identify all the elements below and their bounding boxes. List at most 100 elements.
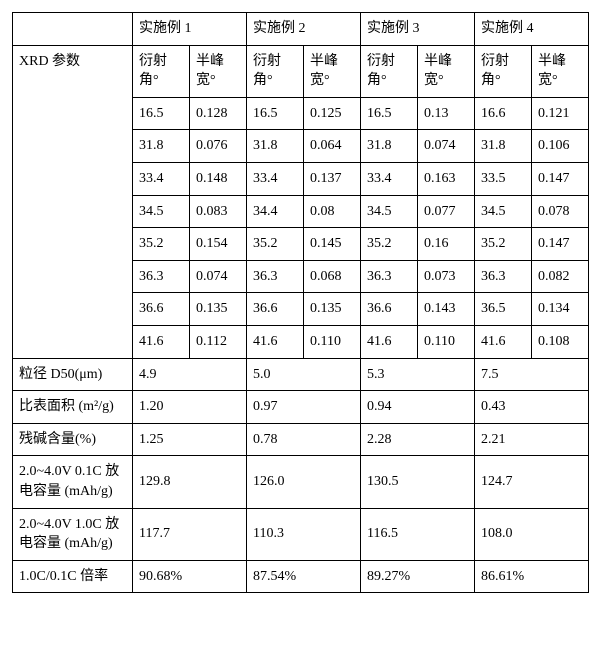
prop-label: 1.0C/0.1C 倍率: [13, 560, 133, 593]
prop-label: 残碱含量(%): [13, 423, 133, 456]
xrd-cell: 34.4: [247, 195, 304, 228]
xrd-cell: 0.134: [532, 293, 589, 326]
xrd-cell: 0.08: [304, 195, 361, 228]
xrd-cell: 0.13: [418, 97, 475, 130]
prop-value: 0.94: [361, 391, 475, 424]
header-group-3: 实施例 3: [361, 13, 475, 46]
xrd-cell: 36.3: [247, 260, 304, 293]
xrd-cell: 0.064: [304, 130, 361, 163]
prop-value: 5.3: [361, 358, 475, 391]
xrd-cell: 0.108: [532, 325, 589, 358]
xrd-cell: 0.068: [304, 260, 361, 293]
xrd-sub-angle-2: 衍射角°: [247, 45, 304, 97]
xrd-cell: 35.2: [361, 228, 418, 261]
xrd-cell: 0.137: [304, 162, 361, 195]
xrd-cell: 31.8: [361, 130, 418, 163]
xrd-cell: 0.154: [190, 228, 247, 261]
xrd-cell: 0.106: [532, 130, 589, 163]
xrd-cell: 33.5: [475, 162, 532, 195]
prop-value: 126.0: [247, 456, 361, 508]
xrd-cell: 16.6: [475, 97, 532, 130]
xrd-cell: 34.5: [133, 195, 190, 228]
xrd-cell: 0.077: [418, 195, 475, 228]
xrd-cell: 33.4: [133, 162, 190, 195]
prop-value: 5.0: [247, 358, 361, 391]
xrd-cell: 36.6: [361, 293, 418, 326]
xrd-subheader-row: XRD 参数 衍射角° 半峰宽° 衍射角° 半峰宽° 衍射角° 半峰宽° 衍射角…: [13, 45, 589, 97]
xrd-cell: 41.6: [247, 325, 304, 358]
prop-value: 129.8: [133, 456, 247, 508]
header-blank: [13, 13, 133, 46]
xrd-cell: 31.8: [475, 130, 532, 163]
xrd-sub-angle-3: 衍射角°: [361, 45, 418, 97]
xrd-cell: 0.148: [190, 162, 247, 195]
xrd-cell: 0.125: [304, 97, 361, 130]
xrd-cell: 0.078: [532, 195, 589, 228]
prop-value: 87.54%: [247, 560, 361, 593]
xrd-cell: 16.5: [247, 97, 304, 130]
prop-row: 比表面积 (m²/g) 1.20 0.97 0.94 0.43: [13, 391, 589, 424]
xrd-cell: 33.4: [247, 162, 304, 195]
header-group-4: 实施例 4: [475, 13, 589, 46]
xrd-sub-fwhm-3: 半峰宽°: [418, 45, 475, 97]
xrd-cell: 35.2: [247, 228, 304, 261]
prop-value: 110.3: [247, 508, 361, 560]
xrd-cell: 0.128: [190, 97, 247, 130]
xrd-cell: 0.16: [418, 228, 475, 261]
prop-value: 4.9: [133, 358, 247, 391]
prop-value: 89.27%: [361, 560, 475, 593]
prop-row: 残碱含量(%) 1.25 0.78 2.28 2.21: [13, 423, 589, 456]
xrd-sub-fwhm-1: 半峰宽°: [190, 45, 247, 97]
xrd-cell: 36.3: [361, 260, 418, 293]
xrd-sub-angle-4: 衍射角°: [475, 45, 532, 97]
xrd-cell: 0.082: [532, 260, 589, 293]
prop-value: 0.97: [247, 391, 361, 424]
prop-value: 117.7: [133, 508, 247, 560]
xrd-cell: 0.147: [532, 228, 589, 261]
prop-value: 2.21: [475, 423, 589, 456]
xrd-cell: 0.074: [190, 260, 247, 293]
header-group-2: 实施例 2: [247, 13, 361, 46]
prop-row: 2.0~4.0V 0.1C 放电容量 (mAh/g) 129.8 126.0 1…: [13, 456, 589, 508]
prop-row: 粒径 D50(μm) 4.9 5.0 5.3 7.5: [13, 358, 589, 391]
xrd-cell: 16.5: [361, 97, 418, 130]
data-table-container: 实施例 1 实施例 2 实施例 3 实施例 4 XRD 参数 衍射角° 半峰宽°…: [12, 12, 588, 593]
xrd-cell: 41.6: [361, 325, 418, 358]
xrd-cell: 0.112: [190, 325, 247, 358]
xrd-cell: 35.2: [475, 228, 532, 261]
xrd-cell: 16.5: [133, 97, 190, 130]
xrd-cell: 34.5: [361, 195, 418, 228]
prop-value: 2.28: [361, 423, 475, 456]
xrd-cell: 0.135: [304, 293, 361, 326]
xrd-cell: 36.3: [133, 260, 190, 293]
xrd-cell: 0.163: [418, 162, 475, 195]
xrd-cell: 36.3: [475, 260, 532, 293]
prop-row: 2.0~4.0V 1.0C 放电容量 (mAh/g) 117.7 110.3 1…: [13, 508, 589, 560]
xrd-sub-angle-1: 衍射角°: [133, 45, 190, 97]
xrd-cell: 41.6: [133, 325, 190, 358]
xrd-cell: 0.110: [418, 325, 475, 358]
prop-value: 86.61%: [475, 560, 589, 593]
xrd-cell: 0.076: [190, 130, 247, 163]
prop-value: 108.0: [475, 508, 589, 560]
xrd-cell: 0.121: [532, 97, 589, 130]
prop-value: 1.25: [133, 423, 247, 456]
xrd-row-label: XRD 参数: [13, 45, 133, 358]
xrd-cell: 0.083: [190, 195, 247, 228]
prop-value: 1.20: [133, 391, 247, 424]
prop-label: 粒径 D50(μm): [13, 358, 133, 391]
prop-value: 130.5: [361, 456, 475, 508]
xrd-cell: 0.135: [190, 293, 247, 326]
xrd-cell: 0.145: [304, 228, 361, 261]
prop-label: 比表面积 (m²/g): [13, 391, 133, 424]
prop-row: 1.0C/0.1C 倍率 90.68% 87.54% 89.27% 86.61%: [13, 560, 589, 593]
prop-value: 0.78: [247, 423, 361, 456]
xrd-cell: 34.5: [475, 195, 532, 228]
xrd-cell: 0.143: [418, 293, 475, 326]
prop-label: 2.0~4.0V 1.0C 放电容量 (mAh/g): [13, 508, 133, 560]
data-table: 实施例 1 实施例 2 实施例 3 实施例 4 XRD 参数 衍射角° 半峰宽°…: [12, 12, 589, 593]
xrd-cell: 0.147: [532, 162, 589, 195]
prop-value: 0.43: [475, 391, 589, 424]
xrd-cell: 0.073: [418, 260, 475, 293]
xrd-cell: 33.4: [361, 162, 418, 195]
